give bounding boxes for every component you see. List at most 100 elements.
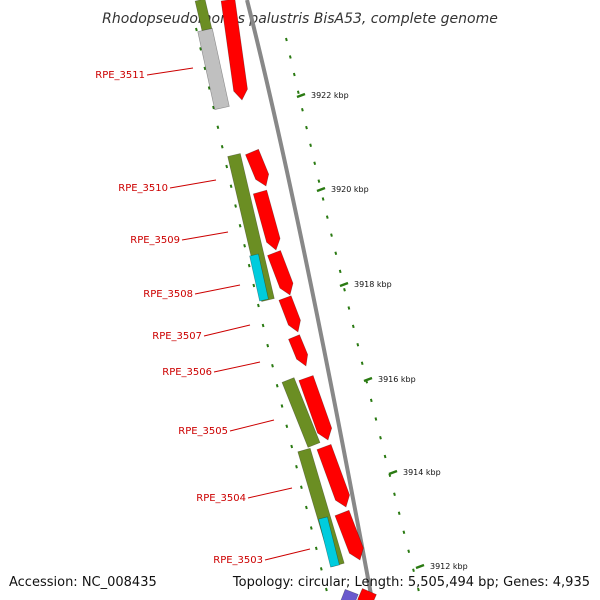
- topology-text: Topology: circular; Length: 5,505,494 bp…: [232, 575, 590, 590]
- scale-label-3922: 3922 kbp: [311, 91, 349, 100]
- scale-tick-marks: [195, 27, 420, 592]
- gene-bar-rpe3507: [278, 295, 301, 333]
- gene-bar-bottom-purple: [340, 589, 359, 600]
- major-tick-3912: [415, 563, 425, 570]
- inner-rail-tick: [271, 363, 274, 368]
- gene-bar-bottom-red: [357, 588, 377, 600]
- major-tick-3920: [316, 186, 326, 193]
- inner-rail-tick: [300, 485, 303, 489]
- outer-rail-tick: [397, 511, 401, 515]
- outer-rail-tick: [296, 90, 300, 94]
- inner-rail-tick: [247, 263, 251, 268]
- leader-line-rpe3509: [181, 231, 229, 241]
- major-tick-3922: [296, 92, 306, 99]
- outer-rail-tick: [379, 435, 382, 440]
- scale-label-3914: 3914 kbp: [403, 468, 441, 477]
- inner-rail-tick: [225, 164, 229, 169]
- gene-bar-cyan-1: [249, 253, 269, 302]
- scale-labels: 3922 kbp 3920 kbp 3918 kbp 3916 kbp 3914 kbp…: [296, 91, 468, 571]
- leader-line-rpe3508: [194, 284, 241, 295]
- gene-bar-rpe3509: [252, 189, 281, 251]
- gene-bar-olive-1: [227, 153, 275, 302]
- leader-line-rpe3511: [146, 67, 194, 76]
- inner-rail-tick: [319, 567, 323, 571]
- outer-rail-tick: [351, 324, 355, 329]
- inner-rail-tick: [280, 404, 284, 408]
- outer-rail-tick: [321, 197, 325, 201]
- outer-rail-tick: [330, 233, 333, 237]
- outer-rail-tick: [305, 125, 308, 130]
- gene-bar-cyan-2: [318, 516, 340, 568]
- gene-label-rpe3506[interactable]: RPE_3506: [162, 367, 212, 378]
- gene-label-rpe3505[interactable]: RPE_3505: [178, 426, 228, 437]
- inner-rail-tick: [266, 343, 270, 348]
- outer-rail-tick: [338, 269, 342, 274]
- gene-label-rpe3507[interactable]: RPE_3507: [152, 331, 202, 342]
- inner-rail-tick: [243, 243, 246, 248]
- gene-label-rpe3510[interactable]: RPE_3510: [118, 183, 168, 194]
- major-tick-3918: [339, 281, 349, 288]
- inner-rail-tick: [309, 526, 313, 530]
- outer-rail-tick: [374, 417, 378, 421]
- gene-label-rpe3503[interactable]: RPE_3503: [213, 555, 263, 566]
- outer-rail-tick: [309, 143, 312, 148]
- inner-rail-tick: [199, 47, 202, 51]
- gene-bar-olive-2: [281, 377, 321, 448]
- inner-rail-tick: [314, 546, 318, 551]
- inner-rail-tick: [261, 323, 265, 328]
- backbone-line: [245, 0, 374, 600]
- outer-rail-tick: [317, 179, 321, 183]
- leader-line-rpe3510: [169, 179, 217, 189]
- inner-rail-tick: [220, 145, 224, 149]
- inner-rail-tick: [229, 184, 233, 188]
- inner-rail-tick: [238, 224, 242, 228]
- leader-line-rpe3503: [264, 548, 311, 561]
- gene-bar-rpe3503: [334, 509, 364, 561]
- gene-label-rpe3511[interactable]: RPE_3511: [95, 70, 145, 81]
- gene-labels: RPE_3511 RPE_3510 RPE_3509 RPE_3508 RPE_3507…: [95, 67, 311, 566]
- leader-line-rpe3505: [229, 419, 275, 432]
- outer-rail-tick: [301, 108, 304, 112]
- major-tick-3914: [388, 469, 398, 476]
- inner-rail-tick: [216, 125, 220, 129]
- outer-rail-tick: [417, 587, 420, 592]
- gene-features: [194, 0, 377, 600]
- outer-rail-tick: [356, 343, 360, 347]
- inner-rail-tick: [207, 86, 211, 90]
- leader-line-rpe3506: [213, 361, 261, 373]
- outer-rail-tick: [313, 161, 317, 165]
- outer-rail-tick: [407, 549, 411, 553]
- outer-rail-tick: [383, 454, 387, 459]
- outer-rail-tick: [412, 568, 415, 573]
- outer-rail-tick: [402, 530, 406, 534]
- accession-text: Accession: NC_008435: [9, 575, 157, 590]
- map-title: Rhodopseudomonas palustris BisA53, compl…: [102, 11, 498, 27]
- inner-rail-tick: [295, 465, 298, 469]
- scale-label-3916: 3916 kbp: [378, 375, 416, 384]
- gene-bar-rpe3510: [245, 148, 270, 187]
- inner-rail-tick: [252, 283, 256, 288]
- gene-label-rpe3504[interactable]: RPE_3504: [196, 493, 246, 504]
- outer-rail-tick: [292, 72, 296, 77]
- outer-rail-tick: [343, 287, 346, 292]
- scale-label-3920: 3920 kbp: [331, 185, 369, 194]
- inner-rail-tick: [234, 204, 237, 208]
- gene-bar-rpe3511: [220, 0, 248, 101]
- inner-rail-tick: [275, 384, 279, 388]
- outer-rail-tick: [285, 37, 288, 42]
- outer-rail-tick: [325, 215, 329, 219]
- gene-label-rpe3508[interactable]: RPE_3508: [143, 289, 193, 300]
- outer-rail-tick: [347, 306, 351, 310]
- outer-rail-tick: [393, 492, 396, 496]
- gene-bar-rpe3504: [316, 444, 350, 508]
- inner-rail-tick: [203, 66, 207, 71]
- inner-rail-tick: [212, 105, 215, 110]
- gene-bar-rpe3506: [288, 334, 309, 367]
- gene-label-rpe3509[interactable]: RPE_3509: [130, 235, 180, 246]
- inner-rail-tick: [257, 303, 260, 308]
- major-tick-3916: [363, 376, 373, 383]
- scale-label-3918: 3918 kbp: [354, 280, 392, 289]
- inner-rail-tick: [325, 587, 328, 592]
- outer-rail-tick: [369, 398, 373, 403]
